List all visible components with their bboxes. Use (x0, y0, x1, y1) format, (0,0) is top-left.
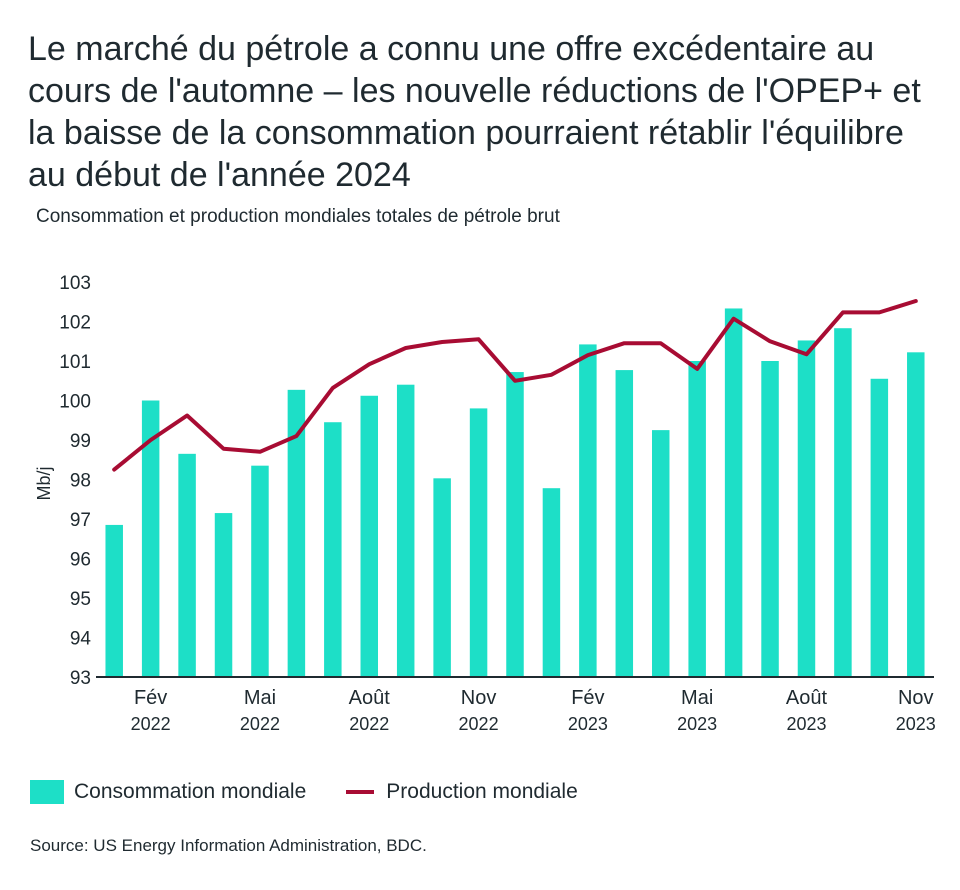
bar-consumption (360, 395, 379, 677)
bar-consumption (761, 361, 779, 677)
source-note: Source: US Energy Information Administra… (30, 836, 427, 855)
x-tick-label-year: 2022 (459, 714, 499, 734)
x-tick-label-year: 2022 (240, 714, 280, 734)
y-tick-label: 96 (70, 550, 91, 571)
bar-consumption (324, 422, 342, 677)
bar-consumption (615, 370, 634, 677)
x-tick-label-month: Août (786, 687, 828, 709)
y-axis-label: Mb/j (34, 466, 54, 500)
bar-consumption (797, 340, 816, 677)
y-tick-label: 102 (59, 313, 91, 334)
y-tick-label: 100 (59, 392, 91, 413)
y-tick-label: 101 (59, 352, 91, 373)
x-tick-label-month: Août (349, 687, 391, 709)
legend-swatch-consumption (30, 780, 64, 804)
bar-consumption (651, 430, 670, 677)
bar-consumption (214, 513, 233, 677)
y-tick-label: 99 (70, 431, 91, 452)
bar-consumption (287, 389, 306, 677)
bar-consumption (579, 344, 597, 677)
chart-plot: 93 94 95 96 97 98 99 100 101 102 103 Mb/j Fév 2022 Mai… (34, 273, 936, 734)
bar-consumption (724, 308, 743, 677)
bar-consumption (251, 465, 269, 677)
bar-consumption (907, 352, 925, 677)
x-tick-label-month: Nov (898, 687, 934, 709)
y-tick-label: 103 (59, 273, 91, 294)
bar-consumption (396, 384, 415, 677)
y-tick-label: 93 (70, 668, 91, 689)
bar-consumption (834, 328, 852, 677)
x-tick-label-year: 2022 (131, 714, 171, 734)
bar-consumption (105, 524, 123, 677)
x-tick-label-month: Mai (244, 687, 276, 709)
legend-swatch-production (346, 790, 375, 794)
legend-label-production: Production mondiale (386, 780, 578, 803)
x-tick-label-year: 2023 (786, 714, 826, 734)
bar-consumption (469, 408, 488, 677)
y-tick-label: 98 (70, 471, 91, 492)
x-tick-label-year: 2023 (896, 714, 936, 734)
bar-consumption (542, 488, 561, 677)
x-tick-label-month: Nov (461, 687, 497, 709)
bar-consumption (433, 478, 451, 677)
x-tick-label-month: Mai (681, 687, 713, 709)
y-tick-label: 97 (70, 510, 91, 531)
bar-consumption (870, 378, 889, 677)
chart-legend: Consommation mondiale Production mondial… (30, 780, 578, 804)
x-tick-label-month: Fév (134, 687, 167, 709)
chart-title: Le marché du pétrole a connu une offre e… (28, 30, 921, 194)
x-tick-label-month: Fév (571, 687, 604, 709)
x-tick-label-year: 2023 (568, 714, 608, 734)
bar-consumption (141, 400, 160, 677)
x-tick-label-year: 2022 (349, 714, 389, 734)
line-production (112, 299, 918, 472)
bar-consumption (688, 361, 706, 677)
y-tick-label: 94 (70, 629, 92, 650)
chart-subtitle: Consommation et production mondiales tot… (36, 206, 560, 227)
bar-consumption (506, 372, 524, 677)
bar-consumption (178, 453, 196, 677)
legend-label-consumption: Consommation mondiale (74, 780, 307, 803)
y-tick-label: 95 (70, 589, 91, 610)
x-tick-label-year: 2023 (677, 714, 717, 734)
